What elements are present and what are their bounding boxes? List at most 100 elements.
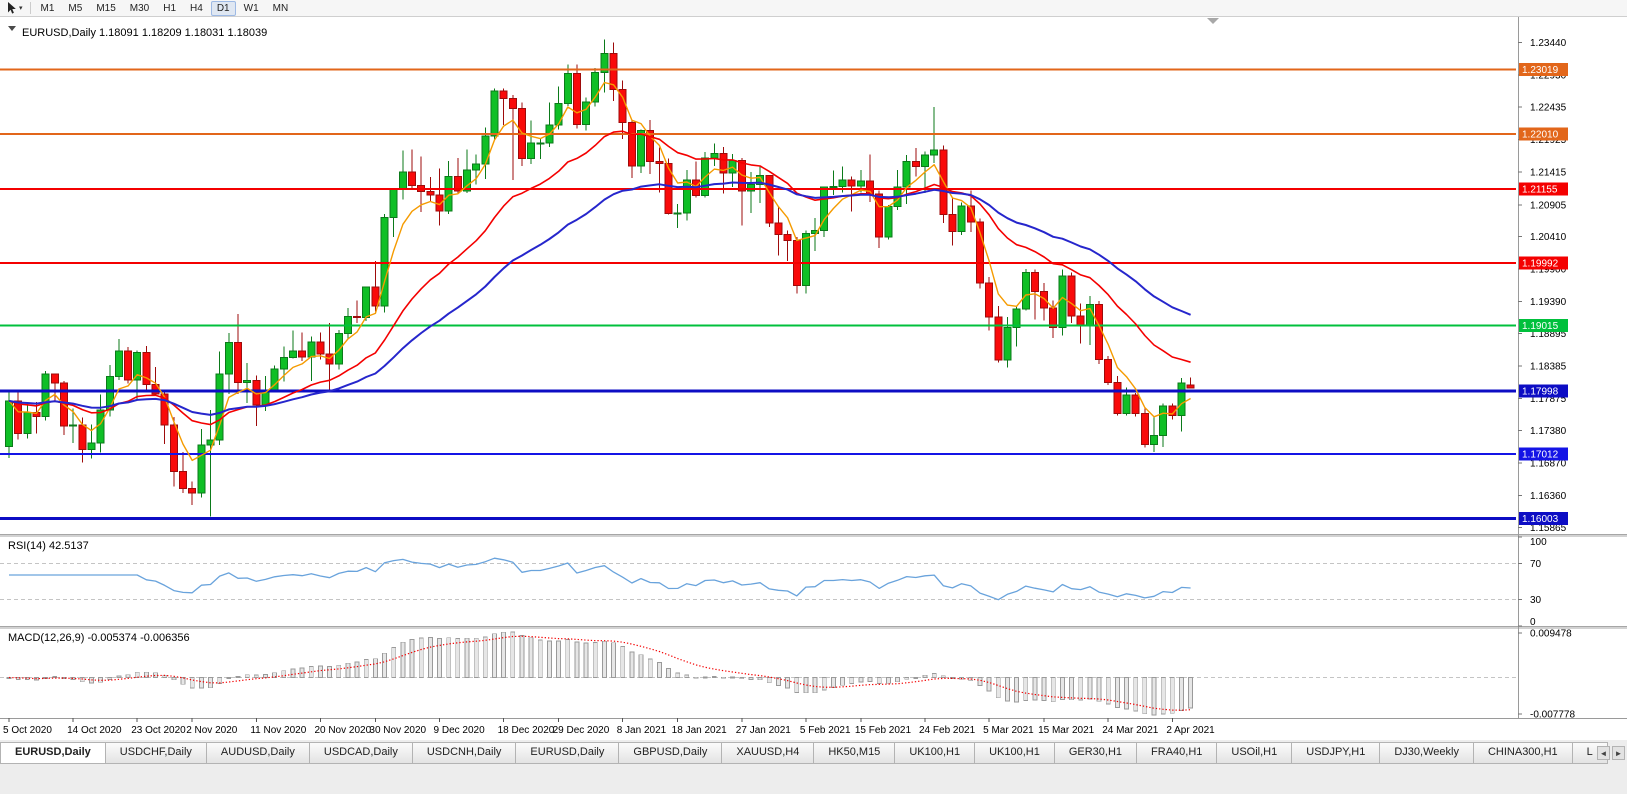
macd-histogram-bar	[739, 677, 745, 680]
timeframe-h1-button[interactable]: H1	[163, 2, 177, 14]
macd-histogram-bar	[693, 676, 699, 679]
chart-tab-china300-h1[interactable]: CHINA300,H1	[1472, 742, 1573, 764]
timeframe-m1-button[interactable]: M1	[40, 2, 55, 14]
svg-text:1.22010: 1.22010	[1522, 130, 1559, 141]
svg-text:9 Dec 2020: 9 Dec 2020	[434, 725, 486, 736]
candle	[133, 351, 142, 381]
chart-tab-usdcnh-daily[interactable]: USDCNH,Daily	[411, 742, 517, 764]
candle	[316, 341, 325, 355]
timeframe-h4-button[interactable]: H4	[190, 2, 203, 14]
chart-shift-marker[interactable]	[1207, 18, 1219, 24]
candle	[169, 424, 178, 472]
timeframe-d1-button[interactable]: D1	[210, 0, 236, 16]
macd-histogram-bar	[1014, 677, 1019, 703]
macd-histogram-bar	[446, 637, 452, 678]
timeframe-mn-button[interactable]: MN	[272, 2, 289, 14]
macd-histogram-bar	[125, 674, 131, 678]
macd-histogram-bar	[537, 639, 543, 678]
candle	[1012, 308, 1021, 328]
price-badges-layer: 1.23019 1.22010 1.21155 1.19992 1.19015 1.179…	[1519, 63, 1568, 525]
chart-tab-usdchf-daily[interactable]: USDCHF,Daily	[104, 742, 207, 764]
candle	[948, 214, 957, 232]
svg-text:1.17875: 1.17875	[1530, 394, 1567, 405]
chart-tab-eurusd-daily[interactable]: EURUSD,Daily	[0, 742, 106, 764]
svg-text:18 Dec 2020: 18 Dec 2020	[498, 725, 555, 736]
macd-histogram-bar	[638, 654, 644, 678]
macd-histogram-bar	[437, 638, 442, 678]
candle	[408, 171, 417, 186]
macd-histogram-bar	[940, 675, 946, 678]
chart-tab-hk50-m15[interactable]: HK50,M15	[813, 742, 896, 764]
macd-histogram-bar	[272, 672, 278, 678]
candle	[78, 424, 87, 451]
svg-text:8 Jan 2021: 8 Jan 2021	[617, 725, 667, 736]
macd-histogram-bar	[556, 640, 561, 678]
chart-tabs: EURUSD,Daily USDCHF,Daily AUDUSD,Daily USDC…	[0, 742, 1627, 764]
macd-histogram-bar	[482, 636, 488, 678]
macd-histogram-bar	[290, 668, 296, 678]
price-chart[interactable]: 1.234401.229301.224351.219251.214151.209…	[0, 17, 1627, 740]
timeframe-m5-button[interactable]: M5	[68, 2, 83, 14]
svg-text:2 Nov 2020: 2 Nov 2020	[186, 725, 238, 736]
chart-tab-audusd-daily[interactable]: AUDUSD,Daily	[205, 742, 310, 764]
candle	[719, 152, 728, 174]
macd-histogram-bar	[226, 677, 232, 679]
chart-tab-eurusd-daily[interactable]: EURUSD,Daily	[515, 742, 620, 764]
macd-histogram-bar	[895, 677, 900, 683]
chart-tab-xauusd-h4[interactable]: XAUUSD,H4	[721, 742, 815, 764]
tabs-scroll-left-button[interactable]: ◄	[1597, 746, 1610, 760]
time-axis[interactable]: 5 Oct 2020 14 Oct 2020 23 Oct 2020 2 Nov 20…	[3, 718, 1215, 736]
candle	[930, 149, 939, 156]
candle	[1021, 271, 1030, 310]
candle	[627, 122, 636, 167]
chart-tab-fra40-h1[interactable]: FRA40,H1	[1136, 742, 1218, 764]
macd-histogram-bar	[473, 637, 479, 678]
macd-histogram-bar	[995, 677, 1001, 699]
candle	[985, 282, 994, 318]
svg-text:1.16870: 1.16870	[1530, 458, 1567, 469]
chart-tab-usdcad-daily[interactable]: USDCAD,Daily	[308, 742, 413, 764]
timeframe-m15-button[interactable]: M15	[96, 2, 116, 14]
candle	[179, 470, 188, 490]
chart-tab-usdjpy-h1[interactable]: USDJPY,H1	[1291, 742, 1381, 764]
macd-histogram-bar	[547, 640, 552, 678]
macd-histogram-bar	[79, 677, 85, 683]
svg-text:1.22930: 1.22930	[1530, 71, 1567, 82]
svg-text:1.21415: 1.21415	[1530, 168, 1567, 179]
chart-tab-dj30-weekly[interactable]: DJ30,Weekly	[1379, 742, 1474, 764]
macd-histogram-bar	[876, 677, 882, 684]
chart-tab-uk100-h1[interactable]: UK100,H1	[894, 742, 976, 764]
macd-histogram-bar	[1179, 677, 1184, 711]
svg-text:1.20905: 1.20905	[1530, 200, 1567, 211]
candle	[527, 142, 536, 159]
candle	[288, 350, 297, 358]
candle	[884, 205, 893, 238]
chart-tab-uk100-h1[interactable]: UK100,H1	[974, 742, 1055, 764]
candle	[197, 444, 206, 494]
svg-text:-0.007778: -0.007778	[1530, 710, 1575, 721]
chart-tab-usoil-h1[interactable]: USOil,H1	[1216, 742, 1293, 764]
candle	[756, 175, 765, 186]
macd-histogram-bar	[1160, 677, 1166, 715]
candle	[1159, 405, 1168, 436]
chart-labels: EURUSD,Daily 1.18091 1.18209 1.18031 1.1…	[8, 26, 267, 644]
macd-histogram-bar	[263, 674, 268, 678]
symbol-dropdown-icon[interactable]	[8, 26, 16, 31]
svg-text:1.15865: 1.15865	[1530, 523, 1567, 534]
svg-text:1.18895: 1.18895	[1530, 329, 1567, 340]
timeframe-toolbar: ▾ M1 M5 M15 M30 H1 H4 D1 W1 MN	[0, 0, 1627, 17]
tabs-scroll-right-button[interactable]: ►	[1612, 746, 1625, 760]
svg-text:29 Dec 2020: 29 Dec 2020	[553, 725, 610, 736]
candle	[1150, 434, 1158, 445]
macd-histogram-bar	[721, 676, 726, 679]
macd-histogram-bar	[675, 672, 681, 678]
pointer-tool-button[interactable]: ▾	[2, 1, 26, 15]
candle	[234, 342, 242, 383]
macd-histogram-bar	[391, 647, 397, 678]
chart-tab-gbpusd-daily[interactable]: GBPUSD,Daily	[618, 742, 723, 764]
timeframe-w1-button[interactable]: W1	[243, 2, 259, 14]
svg-text:1.23019: 1.23019	[1522, 65, 1559, 76]
chart-tab-ger30-h1[interactable]: GER30,H1	[1053, 742, 1138, 764]
timeframe-m30-button[interactable]: M30	[129, 2, 150, 14]
candle	[389, 188, 398, 218]
